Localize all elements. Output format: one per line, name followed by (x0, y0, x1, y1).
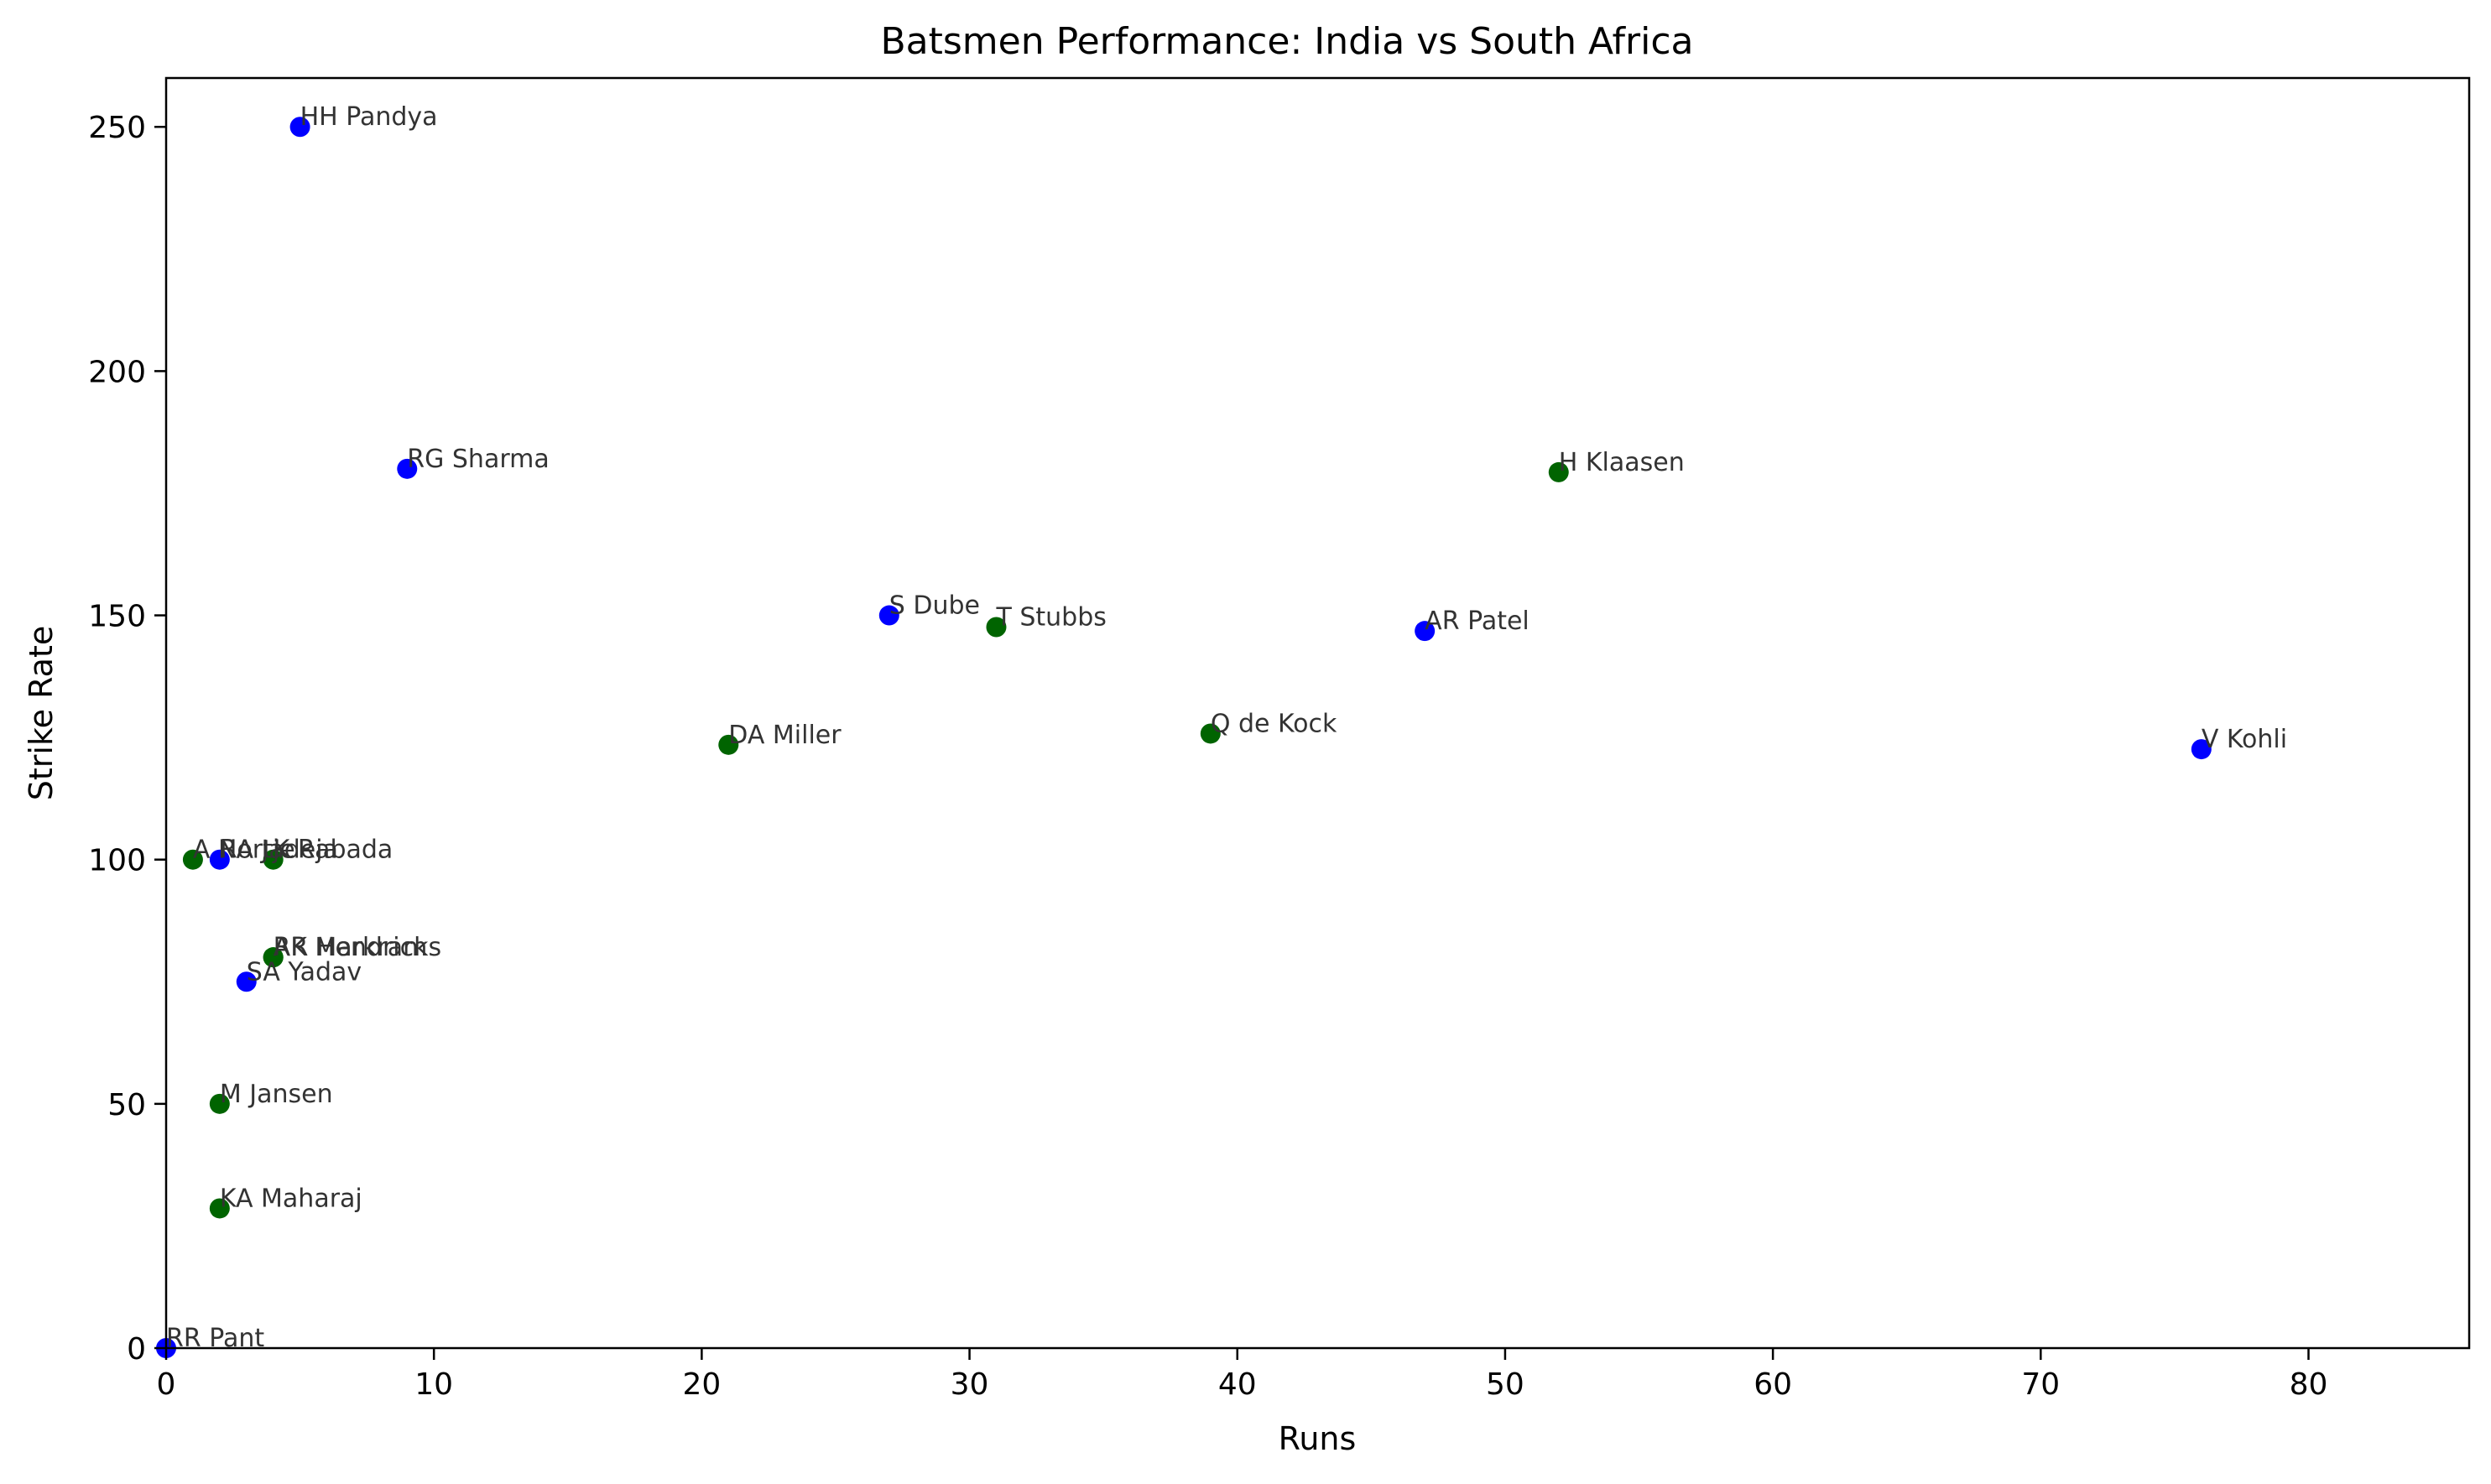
y-tick-label: 150 (88, 600, 146, 634)
point-label: RR Hendricks (274, 933, 441, 962)
chart-title: Batsmen Performance: India vs South Afri… (880, 20, 1693, 63)
data-point (236, 971, 257, 992)
data-point (878, 605, 899, 626)
point-label: H Klaasen (1559, 448, 1685, 477)
x-tick-label: 10 (414, 1367, 453, 1402)
x-tick-label: 60 (1754, 1367, 1792, 1402)
y-tick-label: 100 (88, 844, 146, 878)
data-point (986, 617, 1007, 638)
x-tick-label: 70 (2021, 1367, 2060, 1402)
plot-area: HH Pandya RG Sharma S Dube AR Patel V Kohli R… (156, 102, 2287, 1358)
data-point (718, 734, 739, 755)
data-point (209, 1093, 230, 1114)
y-tick-label: 50 (107, 1088, 146, 1122)
point-label: SA Yadav (247, 957, 362, 987)
point-label: K Rabada (274, 836, 393, 865)
point-label: V Kohli (2202, 725, 2287, 754)
point-label: RA Jadeja (220, 836, 338, 865)
y-tick-label: 0 (127, 1332, 146, 1367)
data-point (1415, 621, 1436, 642)
point-label: T Stubbs (995, 603, 1106, 633)
x-axis: 0 10 20 30 40 50 60 70 80 (157, 1348, 2328, 1402)
point-label: HH Pandya (300, 102, 438, 132)
point-label: KA Maharaj (220, 1184, 362, 1213)
point-label: RG Sharma (407, 445, 549, 474)
y-tick-label: 200 (88, 355, 146, 389)
x-tick-label: 0 (157, 1367, 176, 1402)
x-axis-label: Runs (1279, 1420, 1357, 1457)
y-axis: 0 50 100 150 200 250 (88, 111, 166, 1367)
x-tick-label: 40 (1218, 1367, 1257, 1402)
plot-frame (164, 76, 2471, 1350)
x-tick-label: 30 (951, 1367, 989, 1402)
data-point (209, 1198, 230, 1219)
point-label: Q de Kock (1211, 709, 1337, 738)
data-point (2191, 739, 2212, 760)
data-point (1200, 723, 1221, 744)
point-label: M Jansen (220, 1080, 333, 1109)
point-label: DA Miller (728, 721, 842, 750)
data-point (182, 849, 203, 870)
point-label: A Nortje (193, 836, 295, 865)
x-tick-label: 80 (2290, 1367, 2328, 1402)
point-label: AK Markram (274, 933, 428, 962)
point-label: AR Patel (1425, 607, 1530, 636)
data-point (263, 849, 284, 870)
y-tick-label: 250 (88, 111, 146, 145)
data-point (289, 117, 310, 138)
data-point (209, 849, 230, 870)
y-axis-label: Strike Rate (23, 626, 60, 800)
point-label: S Dube (889, 591, 980, 621)
data-point (397, 458, 418, 479)
data-point (263, 947, 284, 968)
data-point (1548, 461, 1569, 482)
x-tick-label: 20 (682, 1367, 721, 1402)
x-tick-label: 50 (1486, 1367, 1524, 1402)
